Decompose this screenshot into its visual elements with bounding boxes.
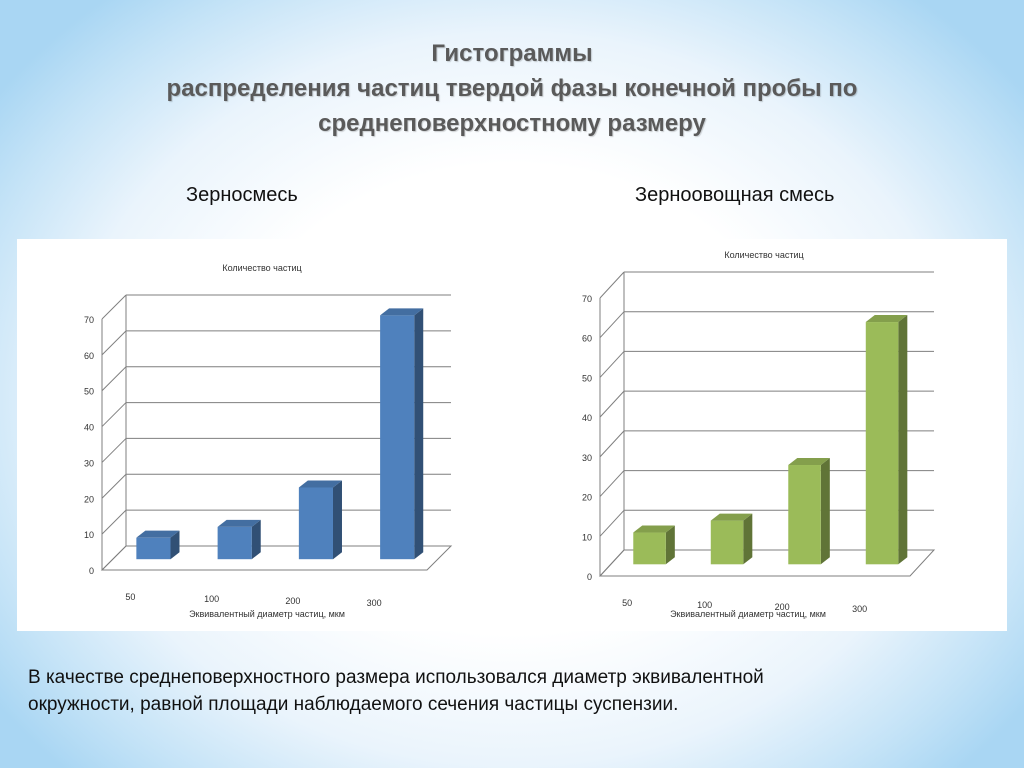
y-tick-label: 70 (84, 315, 94, 325)
gridline-side (599, 430, 625, 458)
bar (380, 315, 415, 560)
chart-title: Количество частиц (724, 250, 803, 260)
bar (633, 532, 666, 565)
y-tick-label: 60 (582, 334, 592, 344)
x-tick-label: 300 (852, 604, 867, 614)
x-tick-label: 300 (367, 598, 382, 608)
bar-side (665, 525, 675, 565)
bar-side (743, 513, 753, 565)
gridline-side (599, 351, 625, 378)
bar-top (865, 315, 908, 323)
chart-right: 0 10 20 30 40 50 60 70 50 100 200 300 Количество час… (582, 250, 936, 619)
bar-top (710, 513, 753, 521)
gridline-side (101, 473, 127, 499)
gridline-side (101, 330, 127, 356)
gridline-side (599, 509, 625, 537)
bar (865, 322, 899, 565)
chart-title: Количество частиц (222, 263, 301, 273)
gridline-side (101, 402, 127, 427)
footer-line-2: окружности, равной площади наблюдаемого … (28, 694, 679, 715)
bar-side (820, 458, 830, 565)
bar (217, 526, 252, 560)
y-tick-label: 30 (84, 458, 94, 468)
bar (298, 487, 333, 560)
x-tick-label: 100 (204, 594, 219, 604)
x-tick-label: 50 (125, 592, 135, 602)
chart-left: 0 10 20 30 40 50 60 70 50 100 200 300 Количество час… (84, 263, 453, 619)
y-tick-label: 50 (84, 387, 94, 397)
gridline-side (599, 390, 625, 418)
gridline-side (101, 366, 127, 392)
x-tick-label: 100 (697, 600, 712, 610)
y-tick-label: 10 (582, 532, 592, 542)
bar-top (298, 480, 342, 488)
bar (788, 465, 821, 565)
x-tick-label: 200 (775, 602, 790, 612)
gridline-side (101, 509, 127, 535)
subtitle-right: Зерноовощная смесь (635, 184, 835, 206)
bar-side (414, 308, 424, 560)
bar (710, 520, 744, 565)
bar-side (898, 315, 908, 565)
y-tick-label: 60 (84, 351, 94, 361)
title-line-2: распределения частиц твердой фазы конечн… (166, 75, 858, 102)
bar-top (136, 530, 180, 538)
y-tick-label: 50 (582, 373, 592, 383)
gridline-side (599, 271, 625, 299)
title-line-3: среднеповерхностному размеру (318, 110, 706, 137)
y-tick-label: 20 (582, 493, 592, 503)
y-tick-label: 40 (582, 413, 592, 423)
y-tick-label: 0 (89, 566, 94, 576)
title-line-1: Гистограммы (431, 40, 593, 67)
gridline-side (599, 311, 625, 339)
chart-panel-left: 0 10 20 30 40 50 60 70 50 100 200 300 Количество час… (17, 239, 507, 631)
bar-side (332, 480, 342, 560)
bar (136, 537, 171, 560)
x-axis-label: Эквивалентный диаметр частиц, мкм (189, 609, 345, 619)
chart-floor (100, 545, 453, 571)
footer-note: В качестве среднеповерхностного размера … (28, 664, 988, 718)
x-axis-label: Эквивалентный диаметр частиц, мкм (670, 609, 826, 619)
y-tick-label: 10 (84, 530, 94, 540)
y-tick-label: 20 (84, 494, 94, 504)
x-tick-label: 200 (285, 596, 300, 606)
slide-title: Гистограммы распределения частиц твердой… (0, 36, 1024, 141)
y-tick-label: 0 (587, 572, 592, 582)
chart-panel-right: 0 10 20 30 40 50 60 70 50 100 200 300 Количество час… (512, 239, 1007, 631)
gridline-side (101, 294, 127, 320)
y-tick-label: 30 (582, 453, 592, 463)
bar-side (251, 519, 261, 560)
subtitle-left: Зерносмесь (186, 184, 298, 206)
bar-top (788, 458, 830, 466)
y-tick-label: 40 (84, 423, 94, 433)
gridline-side (101, 438, 127, 463)
chart-floor (598, 549, 936, 577)
y-tick-label: 70 (582, 294, 592, 304)
gridline-side (599, 470, 625, 497)
bar-top (633, 525, 675, 533)
x-tick-label: 50 (622, 598, 632, 608)
bar-side (170, 530, 180, 560)
bar-top (380, 308, 424, 316)
footer-line-1: В качестве среднеповерхностного размера … (28, 667, 764, 688)
bar-top (217, 519, 261, 527)
